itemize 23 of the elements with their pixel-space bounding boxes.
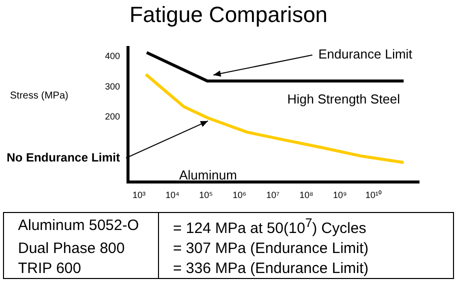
y-tick-label: 200 (104, 112, 120, 122)
chart-title: Fatigue Comparison (128, 2, 329, 28)
x-tick-label: 10⁸ (300, 190, 314, 200)
x-tick-label: 10⁶ (232, 190, 247, 200)
x-tick-label: 10⁹ (332, 190, 347, 200)
y-tick-label: 400 (104, 50, 120, 61)
x-tick-label: 10⁴ (166, 190, 180, 200)
text: = 124 MPa at 50(10$^{7}$) Cycles (172, 215, 368, 239)
text: Dual Phase 800 (4, 239, 158, 259)
text: Aluminum (179, 168, 237, 183)
x-tick-label: 10⁵ (199, 190, 214, 200)
x-tick-label: 10¹⁰ (365, 190, 382, 200)
y-axis-title: Stress (MPa) (10, 90, 68, 102)
x-tick-label: 10³ (132, 190, 146, 200)
text: Aluminum 5052-O (4, 213, 158, 239)
x-tick-label: 10⁷ (266, 190, 280, 200)
text: TRIP 600 (4, 259, 158, 279)
text: = 336 MPa (Endurance Limit) (172, 259, 370, 279)
annotation: No Endurance Limit (6, 150, 120, 164)
text: = 307 MPa (Endurance Limit) (172, 239, 370, 259)
series-label: High Strength Steel (287, 92, 400, 107)
y-tick-label: 300 (104, 81, 120, 92)
annotation: Endurance Limit (318, 46, 413, 62)
